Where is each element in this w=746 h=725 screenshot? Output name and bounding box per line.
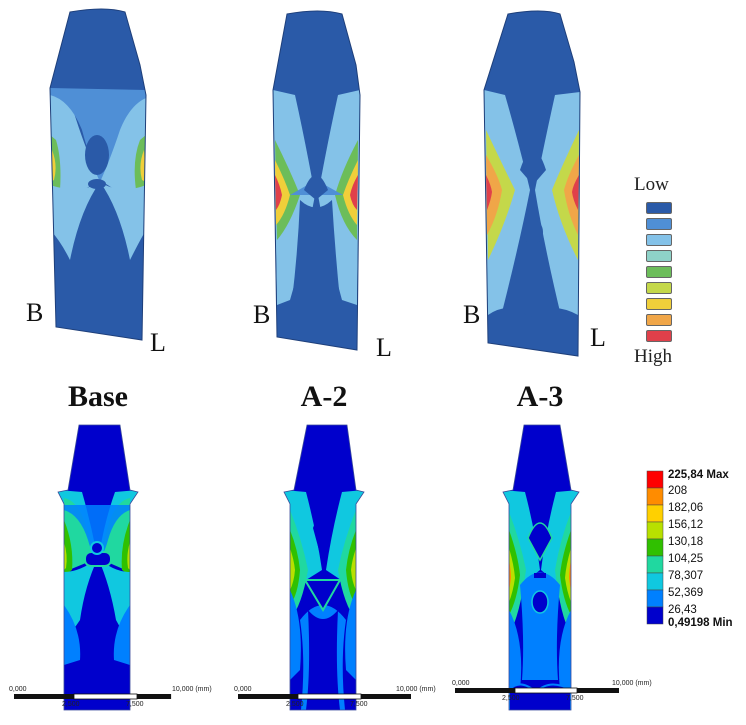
legend-swatch-9	[646, 330, 672, 342]
base-3d-contours	[50, 9, 146, 340]
fea-legend-max: 225,84 Max	[668, 469, 729, 481]
fea-legend-value-1: 208	[668, 485, 688, 497]
a2-3d-contours	[273, 11, 360, 350]
side-label-l-1: L	[150, 328, 166, 357]
fea-legend-value-3: 156,12	[668, 519, 704, 531]
fea-legend-colorbar	[646, 470, 664, 625]
legend-low-label: Low	[634, 174, 669, 195]
fea-legend-value-5: 104,25	[668, 553, 704, 565]
side-label-b-3: B	[463, 300, 481, 329]
legend-swatch-1	[646, 202, 672, 214]
render-base-3d	[49, 8, 581, 357]
title-a3: A-3	[516, 380, 564, 413]
scale-2-end: 10,000 (mm)	[396, 686, 436, 693]
scale-bar-3	[455, 687, 619, 694]
legend-swatch-4	[646, 250, 672, 262]
fea-legend: 225,84 Max 208 182,06 156,12 130,18 104,…	[646, 469, 746, 630]
scale-1-mid-low: 2,500	[62, 701, 80, 708]
legend-high-label: High	[634, 346, 672, 367]
scale-2-start: 0,000	[234, 686, 252, 693]
fea-legend-value-7: 52,369	[668, 587, 704, 599]
scale-bar-2	[238, 693, 411, 700]
side-label-l-2: L	[376, 333, 392, 362]
base-fea-contours	[58, 425, 138, 710]
title-base: Base	[68, 380, 128, 413]
title-a2: A-2	[300, 380, 348, 413]
legend-swatch-5	[646, 266, 672, 278]
fea-legend-value-4: 130,18	[668, 536, 704, 548]
scale-3-mid-high: 7,500	[566, 695, 584, 702]
legend-swatch-7	[646, 298, 672, 310]
fea-legend-value-8: 26,43	[668, 604, 697, 616]
legend-swatch-8	[646, 314, 672, 326]
a2-fea-contours	[284, 425, 364, 710]
scale-1-start: 0,000	[9, 686, 27, 693]
scale-3-mid-low: 2,500	[502, 695, 520, 702]
scale-bar-1	[14, 693, 172, 700]
fea-legend-value-6: 78,307	[668, 570, 704, 582]
fea-legend-value-2: 182,06	[668, 502, 704, 514]
side-label-b-2: B	[253, 300, 271, 329]
a3-3d-contours	[484, 11, 580, 356]
scale-2-mid-low: 2,500	[286, 701, 304, 708]
side-label-b-1: B	[26, 298, 44, 327]
fea-plots	[0, 420, 746, 725]
a3-fea-contours	[503, 425, 579, 710]
legend-swatch-2	[646, 218, 672, 230]
legend-swatch-6	[646, 282, 672, 294]
top-legend: Low High	[632, 170, 712, 370]
scale-1-end: 10,000 (mm)	[172, 686, 212, 693]
scale-3-end: 10,000 (mm)	[612, 680, 652, 687]
scale-1-mid-high: 7,500	[126, 701, 144, 708]
side-label-l-3: L	[590, 323, 606, 352]
legend-swatch-3	[646, 234, 672, 246]
scale-3-start: 0,000	[452, 680, 470, 687]
fea-legend-min: 0,49198 Min	[668, 617, 733, 629]
scale-2-mid-high: 7,500	[350, 701, 368, 708]
